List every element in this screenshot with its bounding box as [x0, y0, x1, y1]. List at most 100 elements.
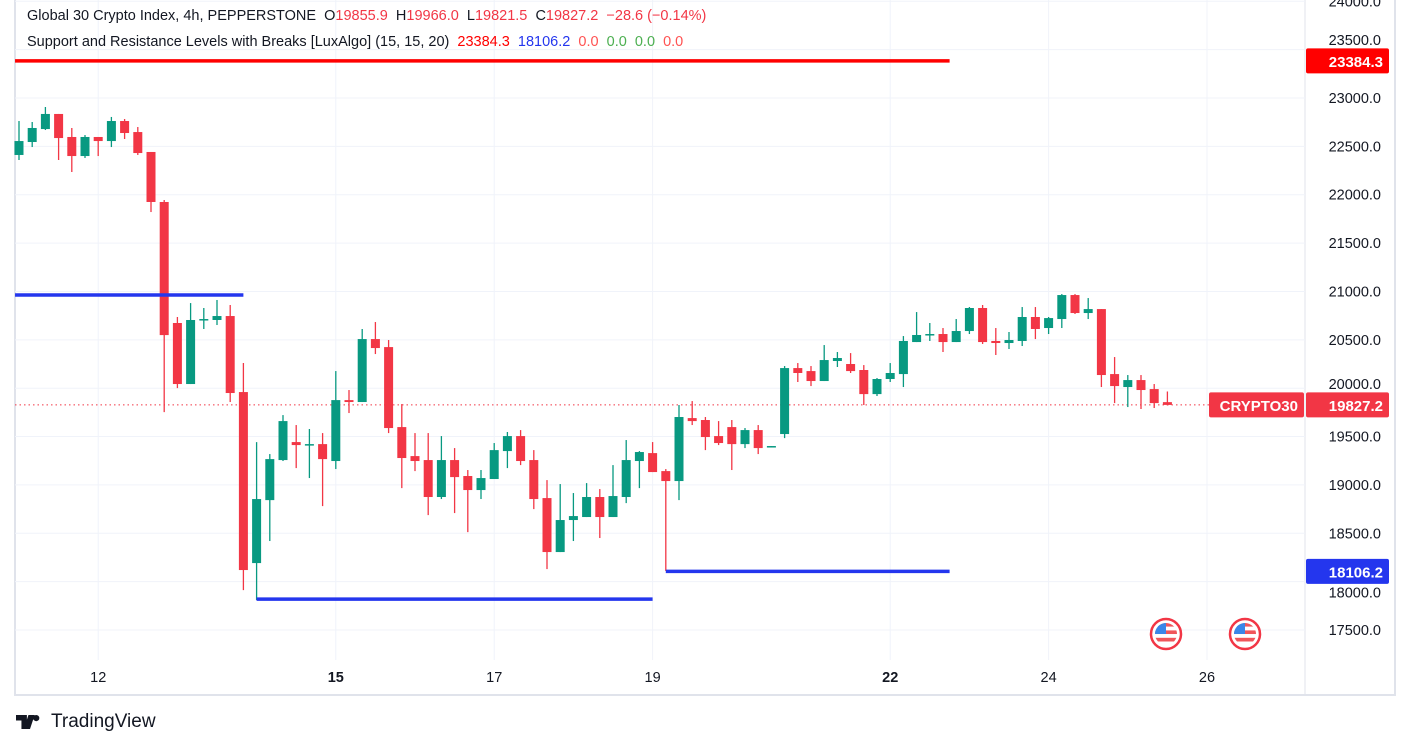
price-tick-label: 21500.0	[1329, 236, 1381, 252]
indicator-value: 0.0	[578, 34, 599, 50]
candle-body	[608, 496, 618, 518]
price-tick-label: 19500.0	[1329, 430, 1381, 446]
us-flag-event-icon[interactable]	[1228, 617, 1262, 651]
indicator-legend[interactable]: Support and Resistance Levels with Break…	[27, 34, 683, 50]
candle-body	[912, 334, 922, 343]
candle-body	[661, 471, 671, 482]
candle	[238, 363, 248, 591]
candle	[186, 303, 196, 385]
support-price-tag: 18106.2	[1329, 564, 1383, 581]
candle-body	[700, 420, 710, 438]
candle	[252, 442, 262, 601]
candle	[423, 433, 433, 516]
candle-body	[212, 316, 222, 320]
high-prefix: H	[395, 8, 407, 24]
candle	[846, 353, 856, 374]
candle	[133, 127, 143, 155]
candle-body	[859, 370, 869, 395]
candle	[832, 352, 842, 368]
high-value: 19966.0	[406, 8, 459, 24]
candle-body	[370, 339, 380, 349]
candle-body	[964, 308, 974, 332]
candle	[304, 429, 314, 479]
candle	[925, 322, 935, 341]
candle	[819, 345, 829, 382]
open-prefix: O	[324, 8, 336, 24]
symbol-tag: CRYPTO30	[1220, 398, 1298, 415]
candle-body	[1083, 309, 1093, 314]
candle-body	[489, 450, 499, 480]
candle	[291, 425, 301, 469]
candle	[687, 401, 697, 426]
candle	[595, 489, 605, 539]
candles	[14, 106, 1172, 601]
candle	[661, 469, 671, 572]
candle-body	[542, 498, 552, 553]
candle-body	[67, 136, 77, 157]
candle	[634, 451, 644, 489]
candle	[991, 328, 1001, 356]
chart-border	[14, 0, 1396, 696]
candle	[40, 106, 50, 131]
candle	[106, 116, 116, 148]
candle	[766, 446, 776, 448]
tradingview-logo[interactable]: TradingView	[15, 711, 156, 733]
candle	[357, 328, 367, 403]
candle-body	[344, 400, 354, 403]
candle-body	[753, 430, 763, 449]
candle	[978, 305, 988, 344]
candle-body	[832, 358, 842, 362]
candle-body	[410, 456, 420, 462]
candle	[516, 430, 526, 466]
candle	[1110, 357, 1120, 404]
flag-stripe	[1155, 637, 1177, 642]
candle	[951, 319, 961, 343]
candle-body	[714, 436, 724, 444]
us-flag-event-icon[interactable]	[1149, 617, 1183, 651]
candle	[212, 299, 222, 326]
candle-body	[806, 371, 816, 382]
candle	[1044, 316, 1054, 335]
candle	[146, 151, 156, 213]
candle-body	[27, 127, 37, 143]
candle-body	[199, 319, 209, 321]
candle	[582, 483, 592, 518]
candle	[806, 366, 816, 387]
candle-body	[793, 368, 803, 374]
candle	[1136, 375, 1146, 409]
candle-body	[898, 340, 908, 375]
candle-body	[621, 460, 631, 498]
flag-stripe	[1155, 634, 1177, 638]
flag-stripe	[1155, 641, 1177, 645]
indicator-title[interactable]: Support and Resistance Levels with Break…	[27, 34, 450, 50]
candle-body	[634, 452, 644, 462]
candle-body	[133, 132, 143, 154]
candle	[938, 328, 948, 353]
open-value: 19855.9	[335, 8, 388, 24]
change-value: −28.6 (−0.14%)	[606, 8, 707, 24]
flag-canton	[1155, 623, 1166, 634]
flag-stripe	[1234, 637, 1256, 642]
candle-body	[120, 121, 130, 134]
candle	[555, 484, 565, 553]
candle	[608, 465, 618, 518]
candle	[674, 405, 684, 501]
candle	[384, 340, 394, 434]
candle	[278, 415, 288, 462]
indicator-value: 0.0	[634, 34, 656, 50]
candle-body	[1030, 316, 1040, 329]
flag	[1234, 623, 1256, 645]
candle	[621, 440, 631, 504]
candle	[318, 433, 328, 507]
candle	[700, 417, 710, 451]
resistance-price-tag-bg	[1306, 48, 1389, 74]
candle	[1162, 391, 1172, 406]
indicator-support-value: 18106.2	[517, 34, 571, 50]
candle	[225, 305, 235, 403]
candle	[159, 200, 169, 413]
candle-body	[40, 113, 50, 130]
candle-body	[648, 453, 658, 473]
candle-body	[172, 322, 182, 385]
close-value: 19827.2	[545, 8, 599, 24]
